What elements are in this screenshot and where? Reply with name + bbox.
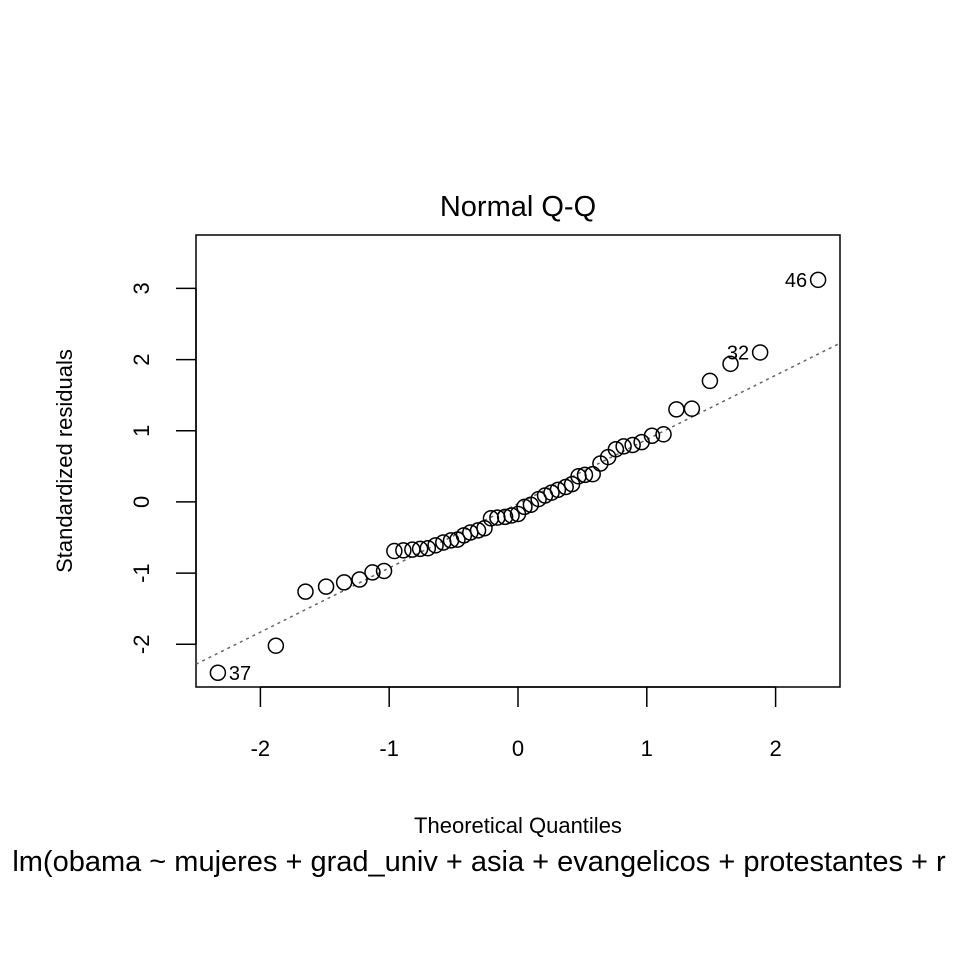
data-point bbox=[809, 271, 827, 289]
point-labels: 46 32 37 bbox=[229, 270, 807, 685]
data-point bbox=[386, 542, 403, 560]
data-point bbox=[496, 508, 514, 526]
y-axis-label: Standardized residuals bbox=[52, 349, 77, 573]
data-point bbox=[335, 574, 353, 591]
x-tick-label: -2 bbox=[251, 736, 271, 761]
data-point bbox=[615, 438, 632, 455]
x-tick-label: 1 bbox=[641, 736, 653, 761]
point-label: 37 bbox=[229, 663, 251, 685]
y-tick-label: 1 bbox=[129, 425, 154, 437]
y-tick-label: -1 bbox=[129, 563, 154, 583]
data-point bbox=[751, 344, 769, 361]
x-tick-label: -1 bbox=[379, 736, 399, 761]
data-point bbox=[655, 426, 672, 443]
data-point bbox=[516, 498, 533, 516]
data-point bbox=[297, 583, 314, 600]
data-point bbox=[411, 540, 429, 558]
data-point bbox=[351, 571, 368, 588]
data-point bbox=[427, 537, 444, 554]
data-point bbox=[607, 441, 625, 458]
data-point bbox=[395, 542, 412, 559]
data-points bbox=[209, 271, 827, 682]
data-point bbox=[375, 562, 393, 580]
y-axis: -2 -1 0 1 2 3 bbox=[129, 282, 197, 655]
x-tick-label: 2 bbox=[769, 736, 781, 761]
y-tick-label: 3 bbox=[129, 282, 154, 294]
data-point bbox=[267, 637, 285, 654]
chart-title: Normal Q-Q bbox=[440, 191, 596, 223]
x-axis: -2 -1 0 1 2 bbox=[251, 686, 782, 761]
data-point bbox=[209, 664, 227, 682]
data-point bbox=[722, 355, 739, 373]
point-label: 46 bbox=[785, 270, 807, 292]
data-point bbox=[549, 481, 567, 499]
y-tick-label: 0 bbox=[129, 496, 154, 508]
model-formula-subtitle: lm(obama ~ mujeres + grad_univ + asia + … bbox=[12, 846, 946, 878]
data-point bbox=[668, 401, 685, 418]
y-tick-label: 2 bbox=[129, 353, 154, 365]
point-label: 32 bbox=[727, 342, 749, 364]
x-axis-label: Theoretical Quantiles bbox=[414, 813, 622, 838]
data-point bbox=[683, 400, 701, 417]
data-point bbox=[503, 507, 520, 524]
data-point bbox=[576, 466, 594, 484]
data-point bbox=[624, 436, 641, 454]
x-tick-label: 0 bbox=[512, 736, 524, 761]
data-point bbox=[643, 427, 661, 444]
data-point bbox=[317, 578, 335, 595]
data-point bbox=[584, 465, 601, 483]
y-tick-label: -2 bbox=[129, 635, 154, 655]
data-point bbox=[364, 564, 381, 581]
data-point bbox=[419, 539, 437, 557]
data-point bbox=[701, 372, 719, 390]
plot-frame bbox=[195, 234, 841, 688]
data-point bbox=[469, 522, 487, 539]
